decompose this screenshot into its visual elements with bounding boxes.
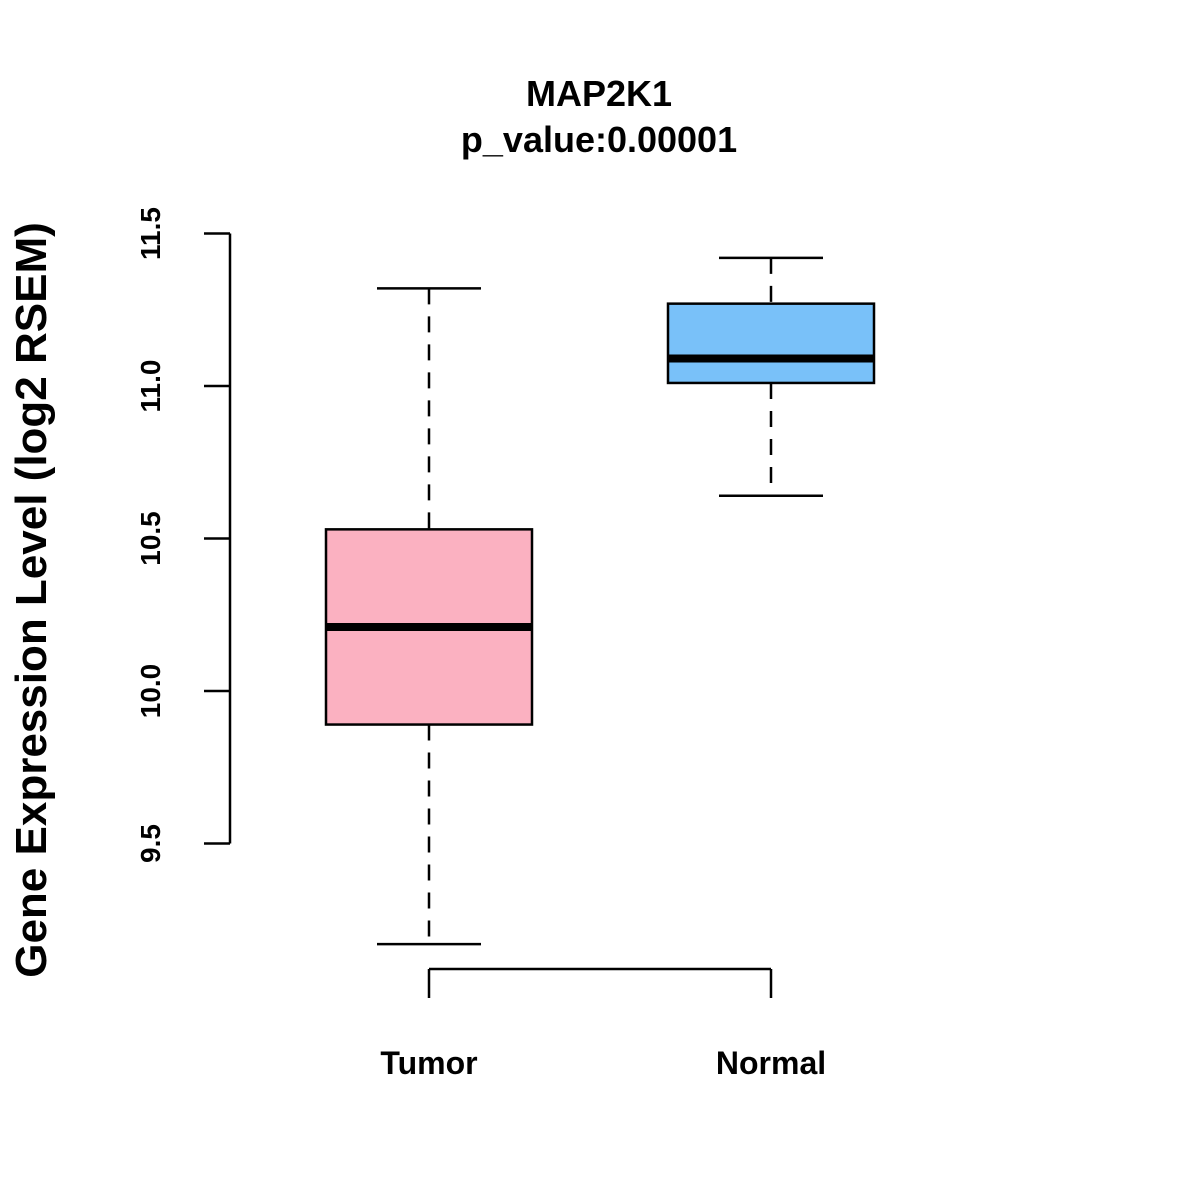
y-tick-label: 10.5	[135, 511, 166, 566]
chart-title: MAP2K1	[526, 73, 672, 114]
box-normal	[666, 256, 876, 498]
chart-subtitle: p_value:0.00001	[461, 119, 737, 160]
y-tick-label: 9.5	[135, 824, 166, 863]
boxes-group	[324, 256, 876, 946]
y-tick-label: 10.0	[135, 664, 166, 719]
box-tumor	[324, 287, 534, 946]
y-tick-label: 11.0	[135, 360, 166, 413]
x-tick-label-normal: Normal	[716, 1045, 826, 1081]
y-tick-label: 11.5	[135, 207, 166, 260]
y-axis-label: Gene Expression Level (log2 RSEM)	[7, 222, 56, 978]
x-tick-label-tumor: Tumor	[380, 1045, 477, 1081]
x-axis: Tumor Normal	[380, 967, 826, 1081]
y-axis: 9.5 10.0 10.5 11.0 11.5	[135, 207, 232, 863]
iqr-box	[666, 302, 876, 385]
